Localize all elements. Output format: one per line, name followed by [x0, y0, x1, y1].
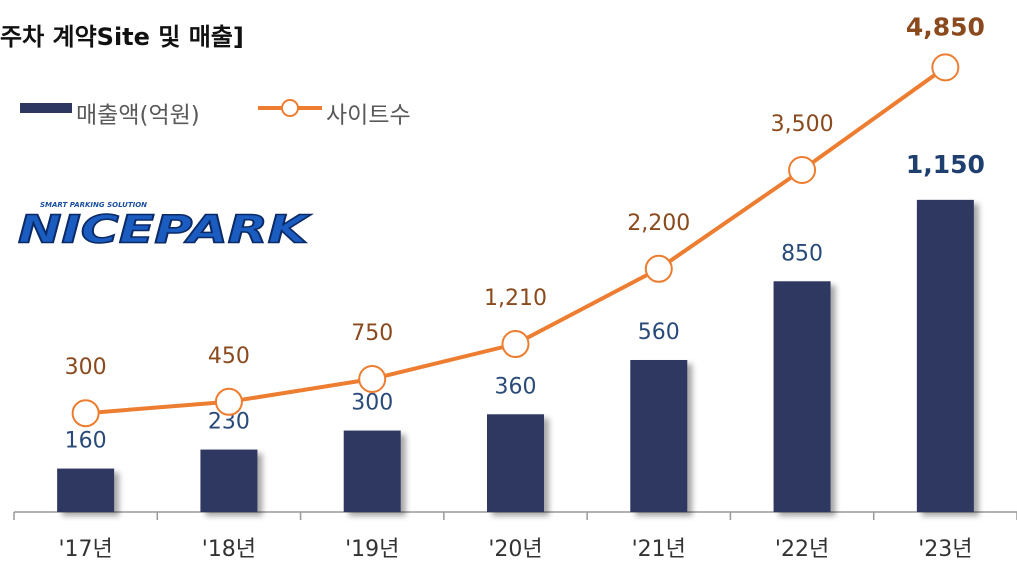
bar	[773, 281, 831, 512]
line-marker	[501, 330, 530, 359]
x-tick-label: '23년	[918, 537, 972, 562]
bar-value-label: 1,150	[906, 150, 985, 179]
chart-title: 주차 계약Site 및 매출]	[0, 23, 244, 51]
bar	[487, 414, 544, 512]
line-value-label: 3,500	[771, 112, 834, 137]
legend-swatch	[20, 103, 72, 113]
logo-tagline: SMART PARKING SOLUTION	[40, 201, 147, 209]
bar	[630, 360, 688, 512]
line-marker	[214, 387, 243, 416]
line-marker	[71, 399, 100, 428]
x-tick-label: '19년	[345, 537, 399, 562]
legend-label: 사이트수	[326, 103, 411, 129]
x-tick-label: '22년	[775, 537, 829, 562]
line-marker	[644, 254, 673, 283]
logo-name: NICEPARK	[18, 208, 311, 252]
legend-label: 매출액(억원)	[76, 103, 200, 129]
bar-value-label: 300	[351, 391, 393, 416]
bar	[200, 449, 258, 512]
x-tick-label: '17년	[58, 537, 112, 562]
line-value-label: 4,850	[906, 12, 985, 41]
line-value-label: 300	[65, 355, 107, 380]
bar-value-label: 160	[65, 429, 107, 454]
bar-value-label: 850	[781, 241, 823, 266]
bar	[343, 430, 401, 512]
line-marker	[788, 156, 817, 184]
line-value-label: 2,200	[627, 211, 690, 236]
x-tick-label: '20년	[488, 537, 542, 562]
line-value-label: 750	[351, 321, 393, 346]
line-value-label: 1,210	[484, 286, 547, 311]
line-marker	[358, 365, 387, 393]
logo: SMART PARKING SOLUTION NICEPARK	[17, 201, 312, 252]
legend-swatch	[281, 99, 299, 117]
bar-value-label: 360	[495, 374, 537, 399]
x-tick-label: '21년	[632, 537, 686, 562]
bar-value-label: 560	[638, 320, 680, 345]
bar	[57, 468, 115, 512]
line-marker	[931, 53, 960, 82]
bar	[916, 199, 974, 512]
x-tick-label: '18년	[202, 537, 256, 562]
line-value-label: 450	[208, 344, 250, 369]
